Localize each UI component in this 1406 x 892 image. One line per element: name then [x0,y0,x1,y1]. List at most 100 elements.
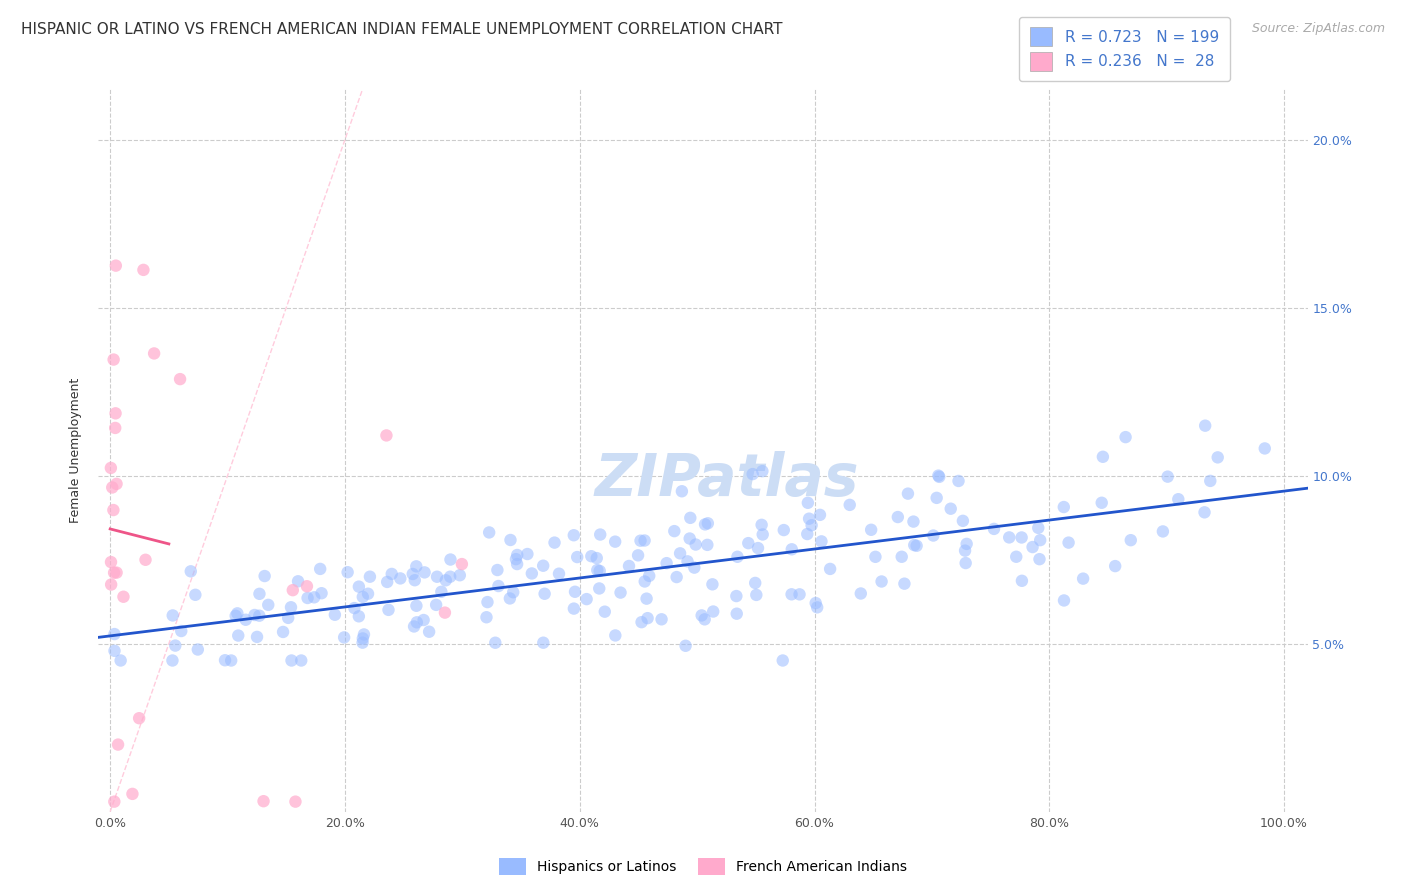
Point [1104,559,1126,574]
Point [402,619,425,633]
Point [433,606,456,620]
Point [1028,552,1050,566]
Point [170,624,193,638]
Point [955,556,977,570]
Point [737,536,759,550]
Point [772,653,794,667]
Point [252,794,274,808]
Point [865,549,887,564]
Point [1057,535,1080,549]
Point [499,591,522,606]
Point [377,603,399,617]
Point [751,464,773,478]
Point [789,587,811,601]
Point [1053,593,1076,607]
Point [747,541,769,555]
Point [1053,500,1076,514]
Point [287,574,309,589]
Point [655,556,678,570]
Point [585,551,607,566]
Point [184,588,207,602]
Point [103,503,125,517]
Point [451,557,474,571]
Point [627,549,650,563]
Point [502,585,524,599]
Point [669,546,692,560]
Point [998,530,1021,544]
Point [683,560,706,574]
Point [277,611,299,625]
Point [903,538,925,552]
Point [581,549,603,564]
Text: Source: ZipAtlas.com: Source: ZipAtlas.com [1251,22,1385,36]
Point [104,259,127,273]
Point [741,467,763,481]
Point [499,533,522,547]
Point [671,484,693,499]
Point [1254,442,1277,456]
Point [893,576,915,591]
Point [402,566,425,581]
Legend: R = 0.723   N = 199, R = 0.236   N =  28: R = 0.723 N = 199, R = 0.236 N = 28 [1019,17,1230,81]
Point [1091,450,1114,464]
Point [134,553,156,567]
Point [664,524,686,538]
Point [804,596,827,610]
Point [107,738,129,752]
Point [797,511,820,525]
Point [637,611,659,625]
Point [1156,469,1178,483]
Point [162,653,184,667]
Point [132,263,155,277]
Point [679,511,702,525]
Point [589,527,612,541]
Point [430,584,453,599]
Text: HISPANIC OR LATINO VS FRENCH AMERICAN INDIAN FEMALE UNEMPLOYMENT CORRELATION CHA: HISPANIC OR LATINO VS FRENCH AMERICAN IN… [21,22,783,37]
Point [112,590,135,604]
Point [105,566,128,580]
Point [477,595,499,609]
Point [103,566,125,580]
Point [725,589,748,603]
Point [180,564,202,578]
Point [1194,418,1216,433]
Point [439,552,461,566]
Point [702,605,724,619]
Point [101,480,124,494]
Point [426,570,449,584]
Point [405,559,427,574]
Point [449,568,471,582]
Point [281,583,304,598]
Point [103,627,125,641]
Legend: Hispanics or Latinos, French American Indians: Hispanics or Latinos, French American In… [494,853,912,880]
Point [589,564,612,578]
Point [676,554,699,568]
Point [405,615,427,630]
Point [651,612,673,626]
Point [412,613,434,627]
Point [928,470,950,484]
Point [375,574,398,589]
Point [903,515,925,529]
Point [505,552,527,566]
Point [302,591,325,605]
Point [214,653,236,667]
Point [810,534,832,549]
Point [543,535,565,549]
Point [562,528,585,542]
Point [751,517,773,532]
Point [143,346,166,360]
Point [359,570,381,584]
Point [100,577,122,591]
Point [725,549,748,564]
Point [702,577,724,591]
Point [780,587,803,601]
Point [772,523,794,537]
Point [418,624,440,639]
Point [405,599,427,613]
Point [486,563,509,577]
Point [381,566,404,581]
Point [617,559,640,574]
Point [353,627,375,641]
Point [800,518,823,533]
